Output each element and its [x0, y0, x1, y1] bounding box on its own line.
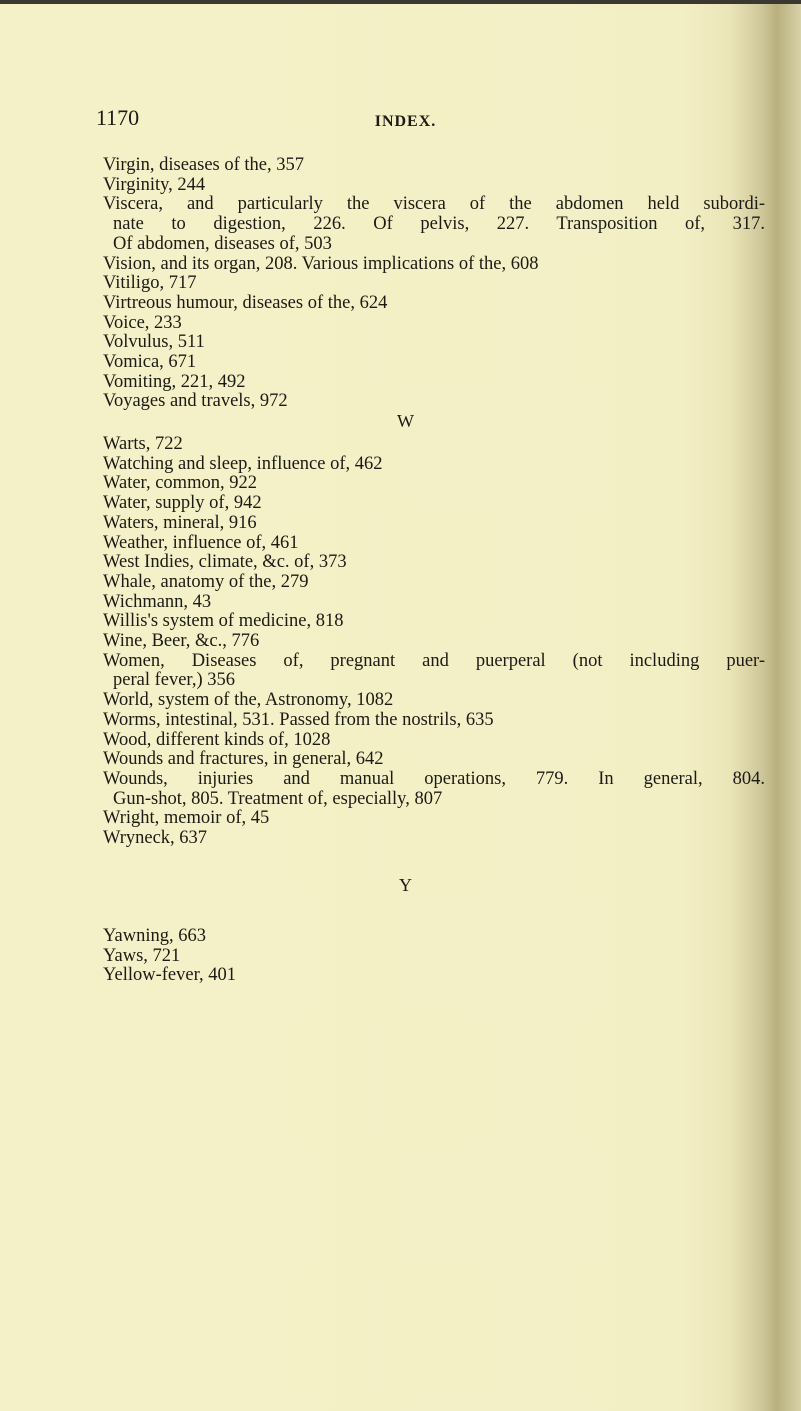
scan-edge: [0, 0, 801, 4]
index-entry-line: West Indies, climate, &c. of, 373: [103, 552, 347, 573]
index-entry-line: Warts, 722: [103, 434, 183, 454]
index-section-w: Warts, 722 Watching and sleep, influence …: [103, 434, 765, 849]
index-entry-line: Of abdomen, diseases of, 503: [113, 233, 332, 254]
index-entry-line: Wright, memoir of, 45: [103, 808, 270, 829]
index-entry-line: Whale, anatomy of the, 279: [103, 571, 309, 592]
index-entry-line: nate to digestion, 226. Of pelvis, 227. …: [113, 214, 765, 235]
index-entry-line: Wichmann, 43: [103, 591, 212, 612]
index-entry-line: Waters, mineral, 916: [103, 512, 257, 533]
index-section-v: Virgin, diseases of the, 357 Virginity, 2…: [103, 155, 765, 412]
index-entry-line: Yaws, 721: [103, 945, 181, 966]
index-entry-line: Viscera, and particularly the viscera of…: [103, 194, 765, 215]
index-entry-line: Virgin, diseases of the, 357: [103, 155, 304, 175]
index-entry-line: Vitiligo, 717: [103, 273, 197, 294]
index-entry-line: Wryneck, 637: [103, 828, 208, 849]
section-letter-y: Y: [399, 875, 412, 895]
index-entry-line: Weather, influence of, 461: [103, 532, 299, 553]
index-entry-line: Yellow-fever, 401: [103, 965, 237, 986]
index-entry-line: Wine, Beer, &c., 776: [103, 631, 260, 652]
index-entry-line: Women, Diseases of, pregnant and puerper…: [103, 650, 765, 671]
index-entry-line: Water, common, 922: [103, 473, 257, 494]
index-entry-line: Willis's system of medicine, 818: [103, 611, 344, 632]
index-entry-line: Wounds, injuries and manual operations, …: [103, 768, 765, 789]
index-entry-line: Virtreous humour, diseases of the, 624: [103, 292, 388, 313]
page-number: 1170: [96, 105, 140, 130]
index-entry-line: Vision, and its organ, 208. Various impl…: [103, 253, 539, 274]
index-entry-line: Voyages and travels, 972: [103, 391, 288, 412]
index-entry-line: Worms, intestinal, 531. Passed from the …: [103, 709, 494, 730]
index-entry-line: Vomica, 671: [103, 352, 197, 373]
section-letter-w: W: [397, 411, 414, 431]
index-entry-line: peral fever,) 356: [113, 670, 236, 691]
index-entry-line: Gun-shot, 805. Treatment of, especially,…: [113, 788, 443, 809]
index-entry-line: Volvulus, 511: [103, 332, 205, 353]
index-entry-line: Voice, 233: [103, 312, 182, 333]
index-entry-line: Yawning, 663: [103, 926, 206, 946]
index-entry-line: Wood, different kinds of, 1028: [103, 729, 331, 750]
index-entry-line: World, system of the, Astronomy, 1082: [103, 690, 394, 711]
index-entry-line: Water, supply of, 942: [103, 493, 262, 514]
index-entry-line: Watching and sleep, influence of, 462: [103, 453, 383, 474]
index-entry-line: Wounds and fractures, in general, 642: [103, 749, 384, 770]
index-section-y: Yawning, 663 Yaws, 721 Yellow-fever, 401: [103, 926, 765, 986]
index-entry-line: Virginity, 244: [103, 174, 206, 195]
index-entry-line: Vomiting, 221, 492: [103, 371, 246, 392]
running-head: INDEX.: [374, 113, 437, 130]
